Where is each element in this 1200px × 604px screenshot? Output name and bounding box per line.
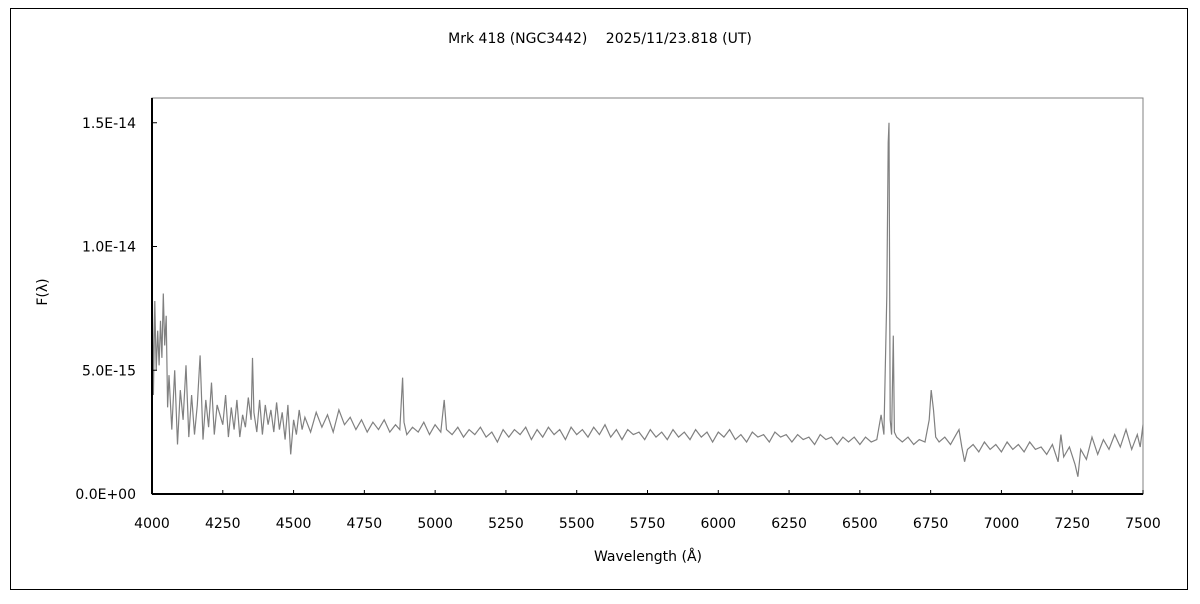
plot-area (151, 97, 1144, 495)
x-tick-label: 7250 (1054, 516, 1090, 532)
x-tick-label: 4000 (134, 516, 170, 532)
x-tick-label: 5000 (417, 516, 453, 532)
y-axis-label: F(λ) (35, 278, 51, 305)
x-tick-label: 5250 (488, 516, 524, 532)
x-tick-label: 6250 (771, 516, 807, 532)
spectrum-line (151, 122, 1144, 477)
x-tick-label: 4750 (347, 516, 383, 532)
x-tick-label: 7500 (1125, 516, 1161, 532)
y-tick-label: 0.0E+00 (75, 487, 136, 503)
x-tick-label: 7000 (984, 516, 1020, 532)
x-tick-label: 6000 (700, 516, 736, 532)
x-tick-label: 4500 (276, 516, 312, 532)
x-tick-label: 5500 (559, 516, 595, 532)
x-axis-label: Wavelength (Å) (594, 548, 702, 565)
y-tick-label: 1.0E-14 (82, 240, 136, 256)
x-tick-label: 5750 (630, 516, 666, 532)
x-tick-label: 4250 (205, 516, 241, 532)
x-tick-label: 6500 (842, 516, 878, 532)
y-tick-label: 5.0E-15 (82, 363, 136, 379)
chart-title: Mrk 418 (NGC3442) 2025/11/23.818 (UT) (448, 31, 752, 47)
x-tick-label: 6750 (913, 516, 949, 532)
y-tick-label: 1.5E-14 (82, 116, 136, 132)
